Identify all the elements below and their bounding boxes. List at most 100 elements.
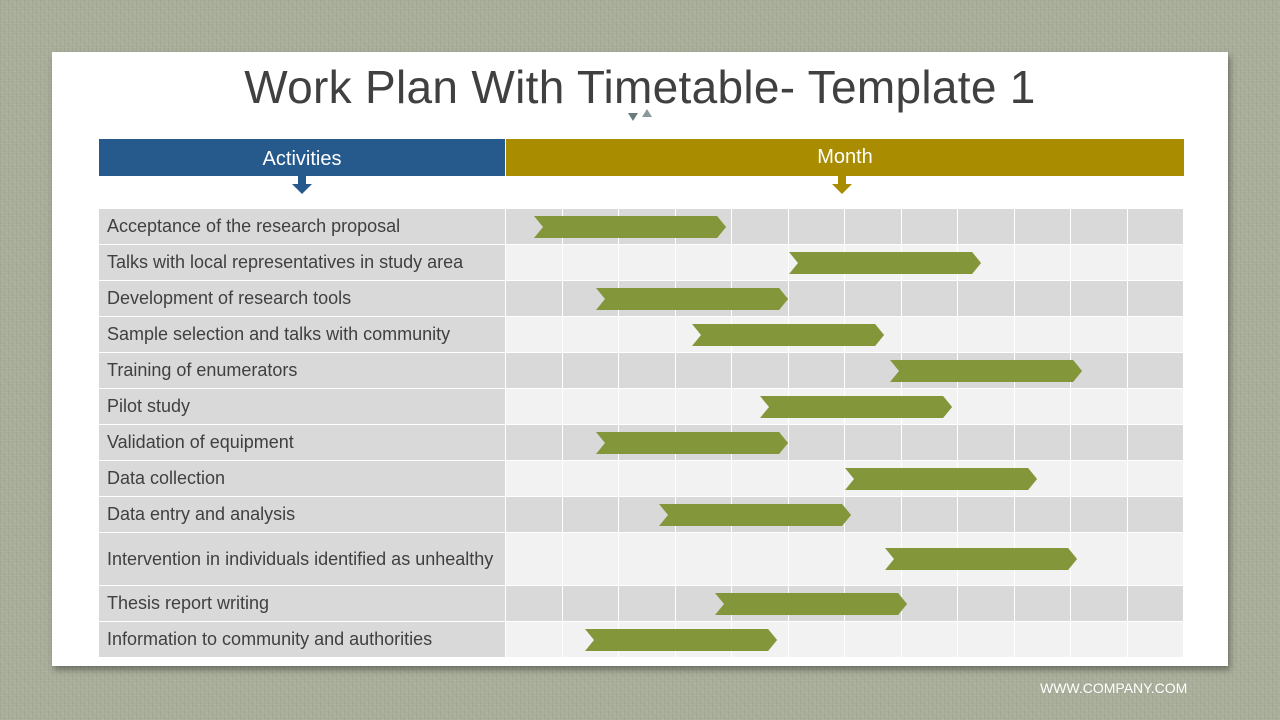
month-cell xyxy=(1071,586,1127,621)
month-cell xyxy=(1071,622,1127,657)
month-cell xyxy=(1071,425,1127,460)
month-cell xyxy=(845,497,901,532)
title-marks-icon xyxy=(628,109,652,121)
month-cell xyxy=(958,317,1014,352)
month-cell xyxy=(1071,497,1127,532)
month-cell xyxy=(1127,209,1183,244)
month-arrow-icon xyxy=(832,176,852,194)
month-cell xyxy=(1127,317,1183,352)
gantt-row: Validation of equipment xyxy=(99,425,1184,460)
month-cell xyxy=(506,281,562,316)
month-cell xyxy=(506,317,562,352)
activity-label: Data entry and analysis xyxy=(99,497,505,532)
month-cell xyxy=(1127,586,1183,621)
month-cell xyxy=(506,245,562,280)
month-cell xyxy=(506,586,562,621)
month-cell xyxy=(788,533,844,585)
month-cell xyxy=(1127,425,1183,460)
month-cell xyxy=(1127,533,1183,585)
month-cell xyxy=(562,317,618,352)
month-cell xyxy=(958,209,1014,244)
month-cell xyxy=(506,461,562,496)
month-cell xyxy=(1127,461,1183,496)
month-cell xyxy=(1127,281,1183,316)
month-cell xyxy=(506,425,562,460)
activity-label: Development of research tools xyxy=(99,281,505,316)
month-cell xyxy=(958,425,1014,460)
month-cell xyxy=(958,281,1014,316)
month-cell xyxy=(788,425,844,460)
month-cell xyxy=(788,622,844,657)
month-cell xyxy=(845,622,901,657)
footer-url: WWW.COMPANY.COM xyxy=(1040,680,1188,696)
month-cell xyxy=(845,425,901,460)
month-cell xyxy=(1014,245,1070,280)
month-cell xyxy=(901,497,957,532)
gantt-bar xyxy=(760,395,953,418)
activity-label: Thesis report writing xyxy=(99,586,505,621)
month-cell xyxy=(506,622,562,657)
month-cell xyxy=(958,497,1014,532)
gantt-bar xyxy=(715,592,908,615)
month-cell xyxy=(1071,209,1127,244)
month-cell xyxy=(506,389,562,424)
month-cell xyxy=(1071,389,1127,424)
activity-label: Acceptance of the research proposal xyxy=(99,209,505,244)
month-cell xyxy=(901,425,957,460)
gantt-bar xyxy=(534,215,727,238)
month-cell xyxy=(1127,497,1183,532)
gantt-row: Thesis report writing xyxy=(99,586,1184,621)
month-cell xyxy=(732,353,788,388)
gantt-bar xyxy=(596,287,789,310)
month-cell xyxy=(1014,281,1070,316)
activities-arrow-icon xyxy=(292,176,312,194)
month-cell xyxy=(1014,425,1070,460)
month-cell xyxy=(788,353,844,388)
month-cell xyxy=(1071,281,1127,316)
gantt-bar xyxy=(845,467,1038,490)
month-cell xyxy=(562,461,618,496)
gantt-row: Information to community and authorities xyxy=(99,622,1184,657)
gantt-bar xyxy=(596,431,789,454)
month-cell xyxy=(901,281,957,316)
month-cell xyxy=(675,245,731,280)
month-cell xyxy=(1014,622,1070,657)
month-cell xyxy=(732,245,788,280)
month-cell xyxy=(1127,353,1183,388)
month-cell xyxy=(958,586,1014,621)
month-cell xyxy=(619,317,675,352)
activity-label: Data collection xyxy=(99,461,505,496)
month-cell xyxy=(1127,389,1183,424)
month-cell xyxy=(732,461,788,496)
month-cell xyxy=(562,586,618,621)
gantt-row: Talks with local representatives in stud… xyxy=(99,245,1184,280)
gantt-bar xyxy=(585,628,778,651)
month-cell xyxy=(1071,245,1127,280)
gantt-row: Data entry and analysis xyxy=(99,497,1184,532)
month-header: Month xyxy=(506,139,1184,176)
month-cell xyxy=(845,281,901,316)
month-cell xyxy=(845,353,901,388)
activity-label: Training of enumerators xyxy=(99,353,505,388)
month-cell xyxy=(958,389,1014,424)
month-cell xyxy=(1014,317,1070,352)
month-cell xyxy=(732,533,788,585)
gantt-bar xyxy=(692,323,885,346)
month-cell xyxy=(1071,317,1127,352)
activity-label: Intervention in individuals identified a… xyxy=(99,533,505,585)
month-cell xyxy=(619,533,675,585)
month-cell xyxy=(619,586,675,621)
month-cell xyxy=(675,389,731,424)
month-cell xyxy=(675,461,731,496)
activity-label: Information to community and authorities xyxy=(99,622,505,657)
month-cell xyxy=(958,622,1014,657)
month-cell xyxy=(901,209,957,244)
gantt-bar xyxy=(884,548,1077,570)
month-cell xyxy=(562,245,618,280)
month-cell xyxy=(1127,622,1183,657)
gantt-row: Data collection xyxy=(99,461,1184,496)
gantt-row: Acceptance of the research proposal xyxy=(99,209,1184,244)
month-cell xyxy=(1014,497,1070,532)
month-cell xyxy=(619,461,675,496)
activities-header: Activities xyxy=(99,139,505,176)
